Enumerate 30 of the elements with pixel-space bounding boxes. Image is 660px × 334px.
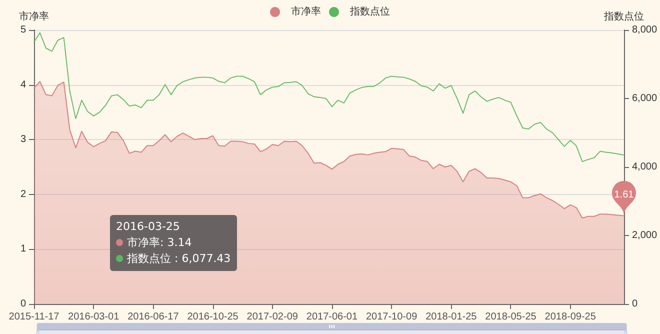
y-tick-label: 1 [20,244,26,255]
y2-tick-label: 0 [632,298,638,310]
x-tick-label: 2018-01-25 [426,312,478,322]
x-tick-label: 2016-03-01 [68,312,120,322]
x-tick-label: 2017-02-09 [246,312,298,322]
annotation: 市净率: 3.14 [126,235,193,251]
x-tick-label: 2018-09-25 [544,312,596,322]
y-tick-label: 2 [20,188,26,200]
legend-label: 市净率 [291,6,321,18]
y-tick-label: 3 [20,134,26,146]
line-series [34,32,624,162]
y-axis-title: 市净率 [19,10,49,22]
y-tick-label: 0 [20,298,26,310]
x-tick-label: 2016-10-25 [187,312,239,322]
y2-tick-label: 4,000 [632,162,658,172]
y2-axis-title: 指数点位 [602,10,644,22]
data-label: 1.61 [614,189,634,200]
y-tick-label: 4 [20,79,26,90]
x-tick-label: 2017-10-09 [366,312,418,322]
legend-label: 指数点位 [349,6,390,18]
x-tick-label: 2016-06-17 [128,312,180,322]
y-tick-label: 5 [20,24,26,36]
x-tick-label: 2018-05-25 [485,312,537,322]
x-tick-label: 2017-06-01 [306,312,358,322]
y2-tick-label: 6,000 [632,93,658,104]
y2-tick-label: 8,000 [632,24,658,36]
annotation: 2016-03-25 [116,219,181,235]
annotation: 指数点位 : 6,077.43 [126,251,231,267]
y2-tick-label: 2,000 [632,230,658,241]
x-tick-label: 2015-11-17 [8,312,60,322]
